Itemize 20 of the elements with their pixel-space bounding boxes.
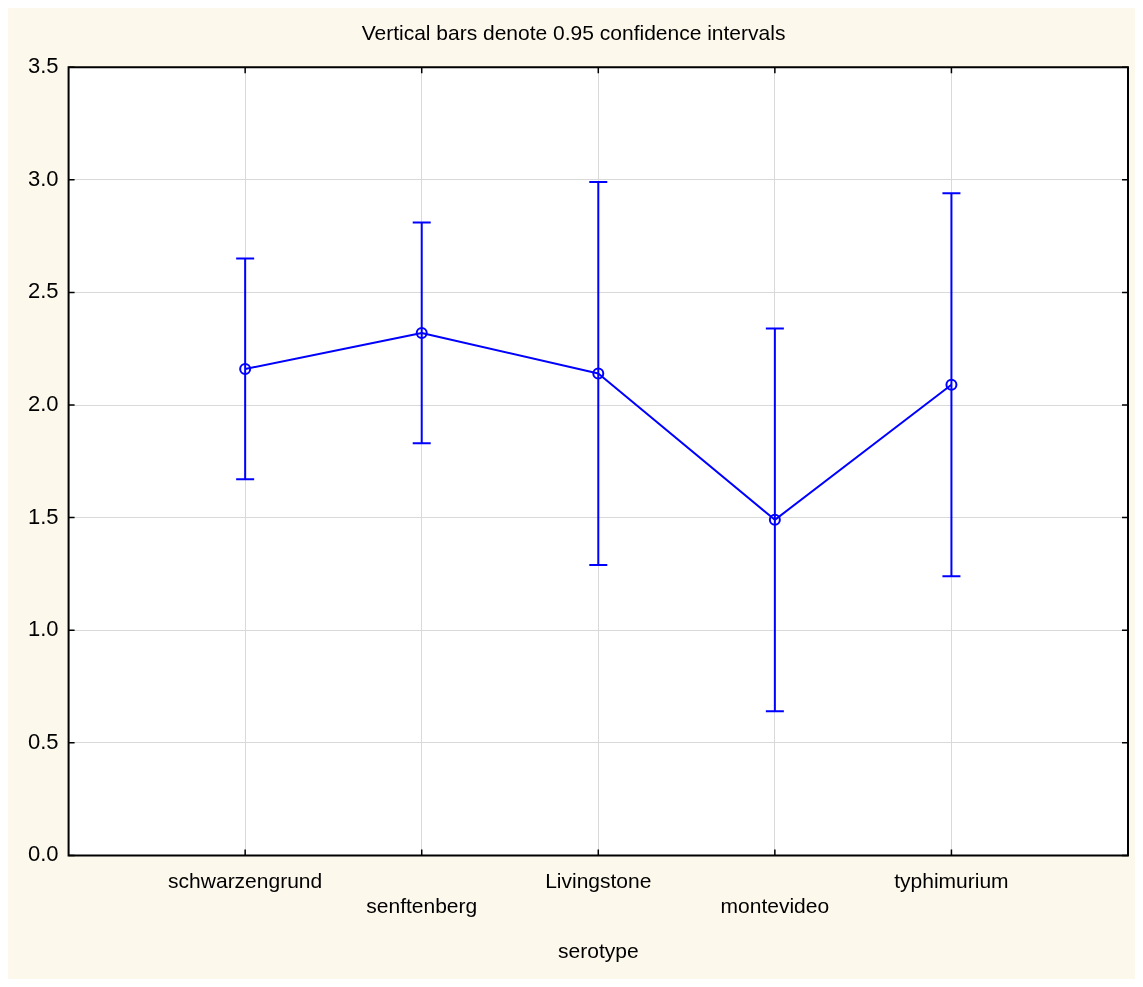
- y-tick-label: 3.0: [27, 165, 59, 191]
- x-tick-label: schwarzengrund: [168, 868, 323, 892]
- x-tick-label: montevideo: [720, 894, 830, 917]
- x-tick-label: senftenberg: [366, 894, 478, 917]
- y-tick-label: 1.0: [27, 616, 59, 642]
- chart-title: Vertical bars denote 0.95 confidence intervals: [361, 21, 786, 45]
- x-tick-label: Livingstone: [545, 868, 652, 892]
- point: [239, 362, 252, 375]
- y-tick-label: 2.5: [27, 278, 59, 304]
- y-tick-label: 0.0: [27, 841, 59, 867]
- x-axis-title: serotype: [558, 939, 639, 963]
- y-tick-label: 2.0: [27, 391, 59, 417]
- point: [945, 378, 958, 391]
- point: [592, 367, 605, 380]
- point: [415, 326, 428, 339]
- x-tick-label: typhimurium: [894, 868, 1009, 892]
- y-tick-label: 0.5: [27, 728, 59, 754]
- y-tick-label: 1.5: [27, 503, 59, 529]
- point: [768, 513, 781, 526]
- y-tick-label: 3.5: [27, 53, 59, 79]
